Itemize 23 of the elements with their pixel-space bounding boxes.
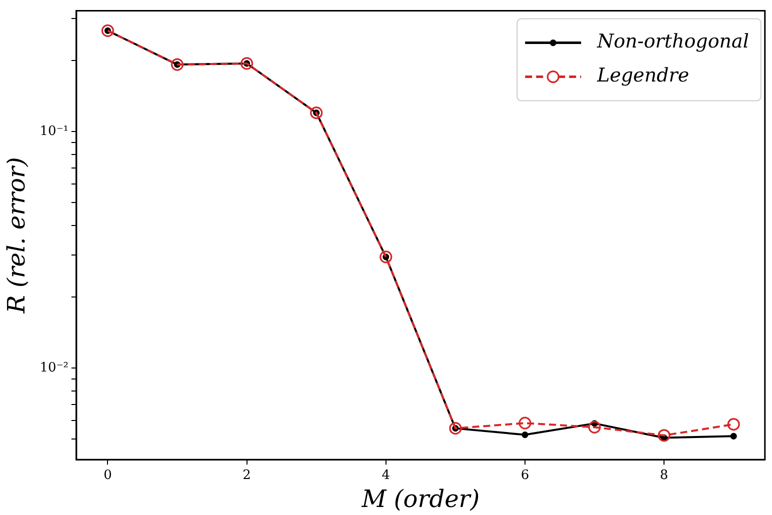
point (730, 432, 737, 440)
point (522, 431, 528, 438)
point (380, 250, 392, 264)
y-axis-title: R (rel. error) (2, 157, 31, 314)
x-tick-label: 0 (104, 468, 112, 483)
legend-label: Non-orthogonal (596, 30, 749, 53)
x-tick-label: 6 (520, 468, 530, 483)
point (588, 420, 601, 434)
x-tick-label: 4 (382, 468, 390, 483)
point (310, 106, 323, 120)
y-tick-label: 10⁻² (40, 360, 68, 376)
point (240, 57, 254, 70)
point (170, 58, 184, 71)
point (727, 418, 740, 431)
x-tick-label: 2 (242, 468, 251, 483)
point (518, 416, 532, 430)
point (658, 429, 670, 442)
x-tick-label: 8 (660, 468, 668, 483)
point (101, 24, 114, 37)
y-tick-label: 10⁻¹ (40, 124, 68, 139)
point (449, 422, 462, 435)
x-axis-title: M (order) (360, 484, 480, 513)
legend-label: Legendre (596, 64, 690, 87)
